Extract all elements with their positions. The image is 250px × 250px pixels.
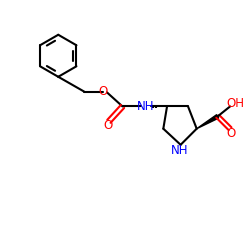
Text: NH: NH: [171, 144, 188, 158]
Polygon shape: [197, 115, 219, 129]
Text: O: O: [103, 119, 112, 132]
Text: O: O: [227, 127, 236, 140]
Text: NH: NH: [137, 100, 155, 113]
Text: OH: OH: [226, 97, 244, 110]
Text: O: O: [98, 85, 108, 98]
